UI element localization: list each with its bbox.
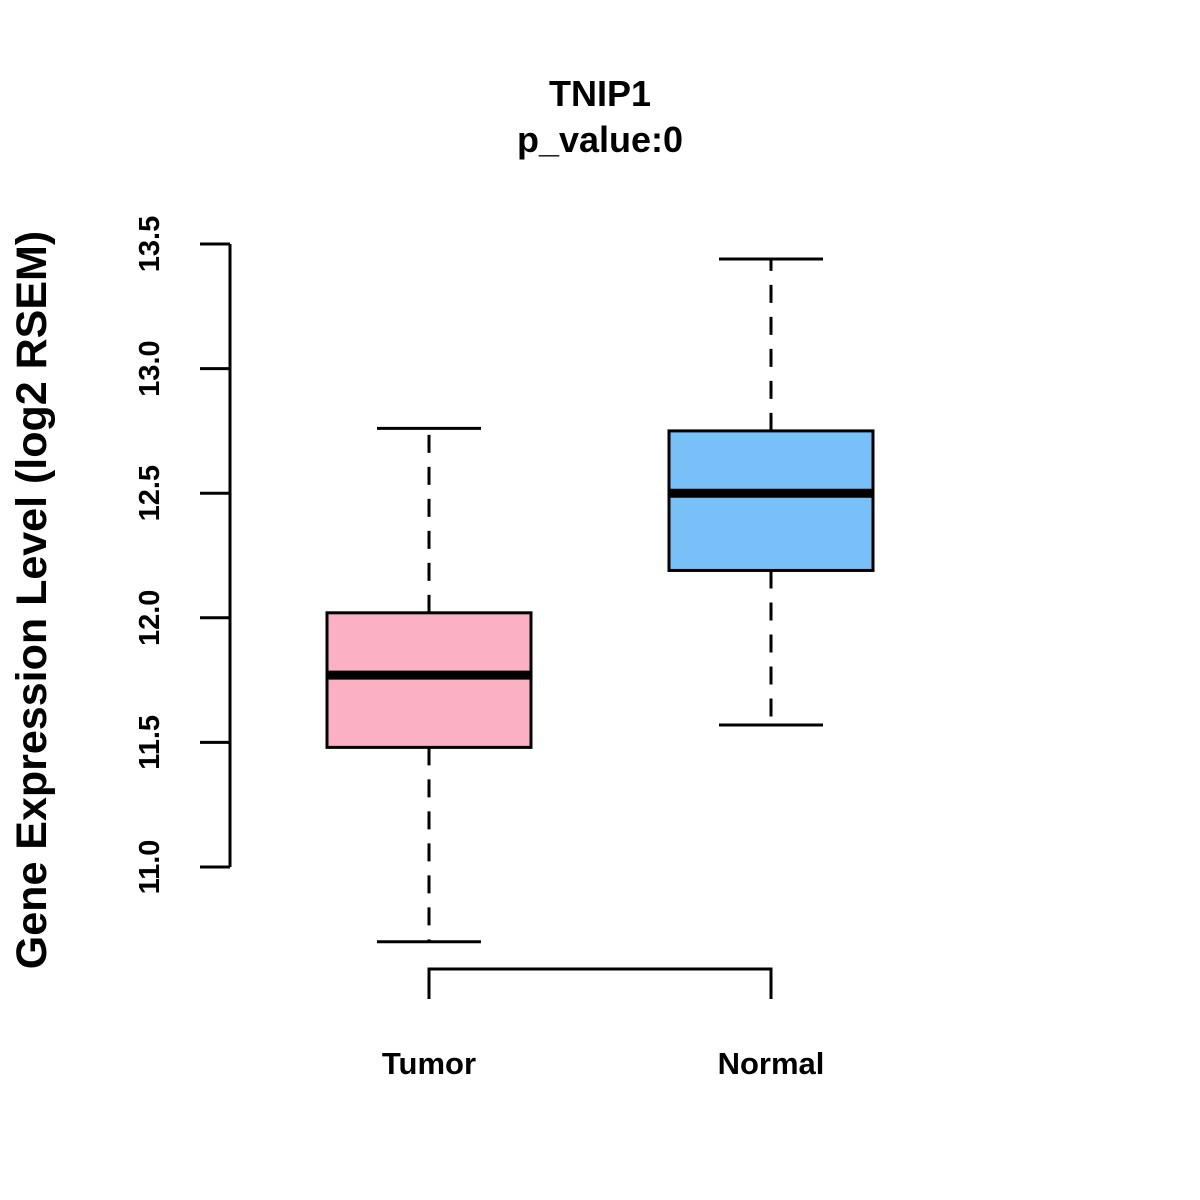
comparison-bracket xyxy=(427,967,773,999)
box-group xyxy=(325,257,875,944)
box-tumor xyxy=(325,611,533,749)
chart-title: TNIP1 xyxy=(549,73,651,114)
y-tick-label: 11.5 xyxy=(134,715,166,770)
y-tick-label: 13.5 xyxy=(134,216,166,272)
y-tick-label: 11.0 xyxy=(134,840,166,895)
bracket-line xyxy=(427,967,773,999)
y-tick-label: 12.0 xyxy=(134,590,166,646)
y-axis: 11.0 11.5 12.0 12.5 13.0 13.5 xyxy=(134,216,232,895)
category-labels: Tumor Normal xyxy=(382,1046,824,1081)
category-label-tumor: Tumor xyxy=(382,1046,476,1081)
box-normal xyxy=(667,429,875,572)
y-tick-label: 13.0 xyxy=(134,340,166,396)
y-axis-label: Gene Expression Level (log2 RSEM) xyxy=(8,231,56,969)
category-label-normal: Normal xyxy=(718,1046,825,1081)
chart-subtitle: p_value:0 xyxy=(517,119,683,160)
y-tick-label: 12.5 xyxy=(134,465,166,521)
